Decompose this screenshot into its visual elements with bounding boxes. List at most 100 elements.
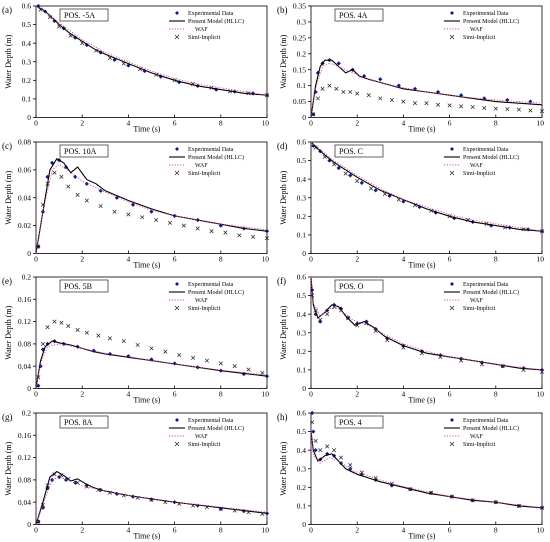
position-label: POS. 10A	[64, 147, 97, 156]
data-point-semi-implicit	[311, 112, 316, 117]
data-point-semi-implicit	[436, 102, 441, 107]
chart-svg-1: 0 0.05 0.1 0.15 0.2 0.25 0.3 0.35 0 2 4 6 8 10 Time (s…	[277, 2, 544, 134]
data-point-semi-implicit	[121, 492, 126, 498]
data-point-semi-implicit	[493, 106, 498, 111]
y-tick-label: 0.15	[293, 65, 306, 74]
legend-symbol	[175, 282, 179, 286]
x-tick-label: 0	[309, 254, 313, 263]
data-point-semi-implicit	[408, 486, 413, 491]
position-label-box	[334, 8, 384, 22]
y-tick-label: 0	[302, 520, 306, 529]
position-label-box	[59, 8, 109, 22]
y-tick-label: 0.6	[297, 273, 307, 282]
x-axis-label: Time (s)	[408, 260, 435, 269]
y-tick-label: 0.3	[297, 193, 307, 202]
data-point-experimental	[313, 89, 318, 95]
legend-label: Present Model (HLLC)	[463, 289, 519, 296]
data-point-semi-implicit	[121, 61, 126, 66]
data-point-experimental	[91, 348, 96, 353]
x-tick-label: 0	[34, 390, 38, 399]
data-point-semi-implicit	[318, 317, 323, 322]
y-tick-label: 0.08	[18, 475, 31, 484]
x-tick-label: 8	[219, 119, 223, 128]
panel-letter: (c)	[2, 141, 12, 151]
legend-label: Present Model (HLLC)	[188, 289, 244, 296]
y-tick-label: 0.1	[297, 230, 307, 239]
data-point-semi-implicit	[59, 174, 64, 179]
data-point-semi-implicit	[315, 96, 320, 101]
data-point-semi-implicit	[382, 191, 387, 196]
position-label: POS. C	[339, 147, 363, 156]
chart-panel-0: 0 0.1 0.2 0.3 0.4 0.5 0.6 0 2 4 6 8 10 Time (s) Water …	[0, 0, 275, 136]
legend-label: Simi-Implicit	[188, 171, 221, 177]
data-point-semi-implicit	[75, 192, 80, 197]
data-point-semi-implicit	[332, 161, 337, 166]
plot-area	[35, 157, 270, 254]
data-point-semi-implicit	[66, 476, 71, 481]
data-point-semi-implicit	[135, 495, 140, 500]
legend-label: Present Model (HLLC)	[463, 425, 519, 432]
panel-letter: (b)	[277, 5, 288, 15]
y-tick-label: 0	[27, 113, 31, 122]
chart-panel-6: 0 0.04 0.08 0.12 0.16 0.2 0 2 4 6 8 10 Time (s) Water…	[0, 407, 275, 542]
position-label: POS. 4	[339, 418, 362, 427]
data-point-experimental	[313, 447, 318, 452]
x-tick-label: 4	[127, 390, 131, 399]
x-tick-label: 4	[402, 525, 406, 534]
y-tick-label: 0.1	[297, 501, 307, 510]
data-point-semi-implicit	[539, 505, 545, 510]
y-tick-label: 0.6	[297, 137, 307, 146]
x-tick-label: 4	[402, 119, 406, 128]
data-point-semi-implicit	[505, 107, 510, 112]
legend-label: Present Model (HLLC)	[188, 18, 244, 25]
x-tick-label: 8	[494, 390, 498, 399]
data-point-semi-implicit	[40, 341, 45, 346]
x-tick-label: 4	[402, 254, 406, 263]
data-point-semi-implicit	[343, 171, 348, 176]
series-line-waf	[35, 5, 268, 96]
series-line-waf	[310, 62, 543, 118]
x-tick-label: 2	[80, 254, 84, 263]
panel-letter: (g)	[2, 412, 13, 422]
x-tick-label: 2	[355, 525, 359, 534]
x-axis-label: Time (s)	[133, 125, 160, 134]
data-point-semi-implicit	[341, 89, 346, 95]
chart-panel-2: 0 0.02 0.04 0.06 0.08 0 2 4 6 8 10 Time (s) Water De…	[0, 136, 275, 272]
data-point-experimental	[264, 374, 270, 379]
y-tick-label: 0.2	[297, 49, 307, 58]
data-point-semi-implicit	[502, 224, 508, 230]
data-point-experimental	[52, 18, 57, 23]
data-point-semi-implicit	[36, 375, 41, 380]
data-point-semi-implicit	[332, 304, 337, 309]
data-point-semi-implicit	[84, 330, 89, 335]
data-point-semi-implicit	[57, 24, 62, 29]
legend-label: WAF	[470, 434, 483, 440]
position-label-box	[59, 144, 109, 157]
data-point-semi-implicit	[75, 327, 80, 333]
y-tick-label: 0.2	[297, 211, 307, 220]
data-point-semi-implicit	[325, 443, 330, 448]
data-point-semi-implicit	[191, 502, 196, 508]
x-tick-label: 10	[537, 254, 545, 263]
y-tick-label: 0.3	[22, 57, 32, 66]
legend-background	[167, 414, 265, 449]
y-tick-label: 0	[302, 249, 306, 258]
y-tick-label: 0	[302, 384, 306, 393]
data-point-semi-implicit	[345, 315, 351, 320]
x-axis-label: Time (s)	[133, 396, 160, 405]
data-point-experimental	[177, 80, 182, 85]
data-point-semi-implicit	[181, 223, 186, 228]
data-point-experimental	[373, 187, 378, 192]
data-point-semi-implicit	[96, 487, 101, 492]
data-point-semi-implicit	[218, 506, 223, 511]
data-point-semi-implicit	[52, 170, 57, 175]
panel-letter: (e)	[2, 276, 12, 286]
position-label-box	[59, 415, 109, 428]
data-point-semi-implicit	[140, 214, 145, 219]
legend-symbol	[174, 170, 180, 175]
data-point-semi-implicit	[98, 203, 103, 208]
position-label: POS. 8A	[64, 418, 93, 427]
